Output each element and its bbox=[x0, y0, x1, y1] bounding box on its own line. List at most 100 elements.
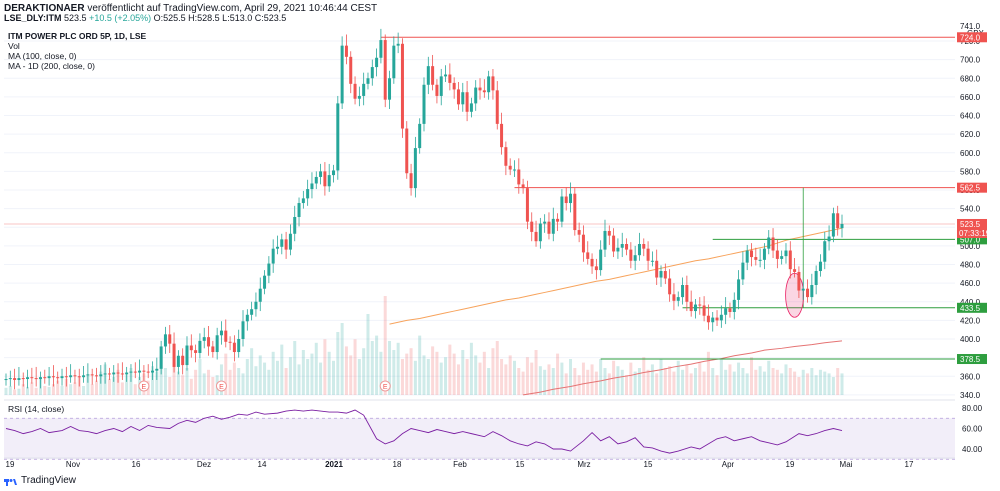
candle-body bbox=[771, 237, 775, 251]
volume-bar bbox=[194, 369, 198, 395]
candle-body bbox=[625, 244, 629, 250]
candle-body bbox=[375, 57, 379, 68]
candle-body bbox=[818, 261, 822, 272]
candle-body bbox=[267, 263, 271, 276]
candle-body bbox=[642, 244, 646, 249]
candle-body bbox=[672, 294, 676, 301]
volume-bar bbox=[521, 371, 525, 395]
candle-body bbox=[655, 260, 659, 278]
volume-bar bbox=[392, 350, 396, 395]
candle-body bbox=[525, 188, 529, 222]
volume-bar bbox=[293, 341, 297, 395]
volume-bar bbox=[366, 314, 370, 395]
volume-bar bbox=[534, 350, 538, 395]
candle-body bbox=[4, 379, 8, 381]
candle-body bbox=[228, 341, 232, 343]
volume-bar bbox=[388, 341, 392, 395]
volume-bar bbox=[400, 359, 404, 395]
candle-body bbox=[646, 248, 650, 261]
candle-body bbox=[810, 284, 814, 298]
price-tag-level_562 bbox=[957, 182, 987, 193]
candle-body bbox=[663, 271, 667, 279]
volume-bar bbox=[112, 377, 116, 395]
price-tag-level_378 bbox=[957, 354, 987, 365]
candle-body bbox=[198, 340, 202, 353]
candle-body bbox=[702, 305, 706, 316]
volume-bar bbox=[168, 377, 172, 395]
time-tick-label: 14 bbox=[258, 460, 267, 469]
candle-body bbox=[120, 373, 124, 375]
earnings-marker-icon bbox=[215, 380, 227, 392]
candle-body bbox=[344, 45, 348, 57]
candle-body bbox=[211, 346, 215, 353]
candle-body bbox=[599, 249, 603, 271]
candle-body bbox=[319, 171, 323, 177]
volume-bar bbox=[646, 369, 650, 395]
volume-bar bbox=[676, 360, 680, 395]
candle-body bbox=[814, 271, 818, 285]
volume-bar bbox=[340, 323, 344, 395]
candle-body bbox=[728, 308, 732, 312]
price-tick-label: 340.0 bbox=[960, 391, 981, 400]
time-tick-label: 2021 bbox=[325, 460, 343, 469]
candle-body bbox=[456, 89, 460, 105]
symbol: LSE_DLY:ITM bbox=[4, 13, 62, 23]
volume-bar bbox=[840, 373, 844, 395]
candle-body bbox=[758, 259, 762, 261]
candle-body bbox=[388, 78, 392, 100]
candle-body bbox=[349, 56, 353, 84]
time-tick-label: 15 bbox=[516, 460, 525, 469]
volume-bar bbox=[86, 375, 90, 395]
price-tick-label: 600.0 bbox=[960, 149, 981, 158]
volume-bar bbox=[556, 353, 560, 395]
earnings-marker-icon bbox=[379, 380, 391, 392]
volume-bar bbox=[159, 355, 163, 395]
volume-bar bbox=[732, 371, 736, 395]
candle-body bbox=[51, 376, 55, 378]
candle-body bbox=[163, 334, 167, 347]
volume-bar bbox=[4, 387, 8, 395]
volume-bar bbox=[569, 359, 573, 395]
volume-bar bbox=[306, 359, 310, 395]
volume-bar bbox=[728, 364, 732, 395]
footer[interactable]: TradingView bbox=[4, 475, 76, 486]
candle-body bbox=[142, 370, 146, 372]
candle-body bbox=[47, 376, 51, 379]
candle-body bbox=[340, 45, 344, 104]
candle-body bbox=[176, 355, 180, 367]
candle-body bbox=[491, 76, 495, 91]
volume-bar bbox=[702, 371, 706, 395]
candle-body bbox=[750, 250, 754, 258]
volume-bar bbox=[267, 369, 271, 395]
volume-bar bbox=[693, 368, 697, 395]
candle-body bbox=[797, 271, 801, 291]
volume-bar bbox=[163, 368, 167, 395]
volume-bar bbox=[512, 360, 516, 395]
volume-bar bbox=[543, 369, 547, 395]
candle-body bbox=[659, 271, 663, 278]
candle-body bbox=[512, 169, 516, 171]
candle-body bbox=[362, 83, 366, 96]
volume-bar bbox=[435, 351, 439, 395]
volume-bar bbox=[827, 373, 831, 395]
candle-body bbox=[13, 378, 17, 380]
volume-bar bbox=[30, 382, 34, 395]
volume-bar bbox=[120, 382, 124, 395]
candle-body bbox=[711, 317, 715, 323]
time-tick-label: 19 bbox=[6, 460, 15, 469]
candle-body bbox=[103, 373, 107, 375]
price-tick-label: 480.0 bbox=[960, 261, 981, 270]
candle-body bbox=[116, 372, 120, 374]
volume-bar bbox=[43, 386, 47, 395]
candle-body bbox=[189, 345, 193, 351]
time-tick-label: Mrz bbox=[577, 460, 590, 469]
volume-bar bbox=[26, 386, 30, 395]
volume-bar bbox=[775, 369, 779, 395]
price-tick-label: 700.0 bbox=[960, 56, 981, 65]
candle-body bbox=[689, 301, 693, 312]
volume-bar bbox=[202, 373, 206, 395]
volume-bar bbox=[413, 360, 417, 395]
volume-bar bbox=[73, 382, 77, 395]
candle-body bbox=[448, 74, 452, 83]
